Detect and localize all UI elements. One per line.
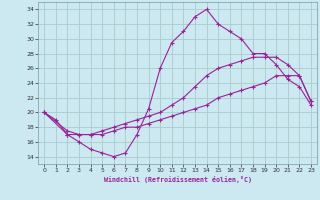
X-axis label: Windchill (Refroidissement éolien,°C): Windchill (Refroidissement éolien,°C) bbox=[104, 176, 252, 183]
